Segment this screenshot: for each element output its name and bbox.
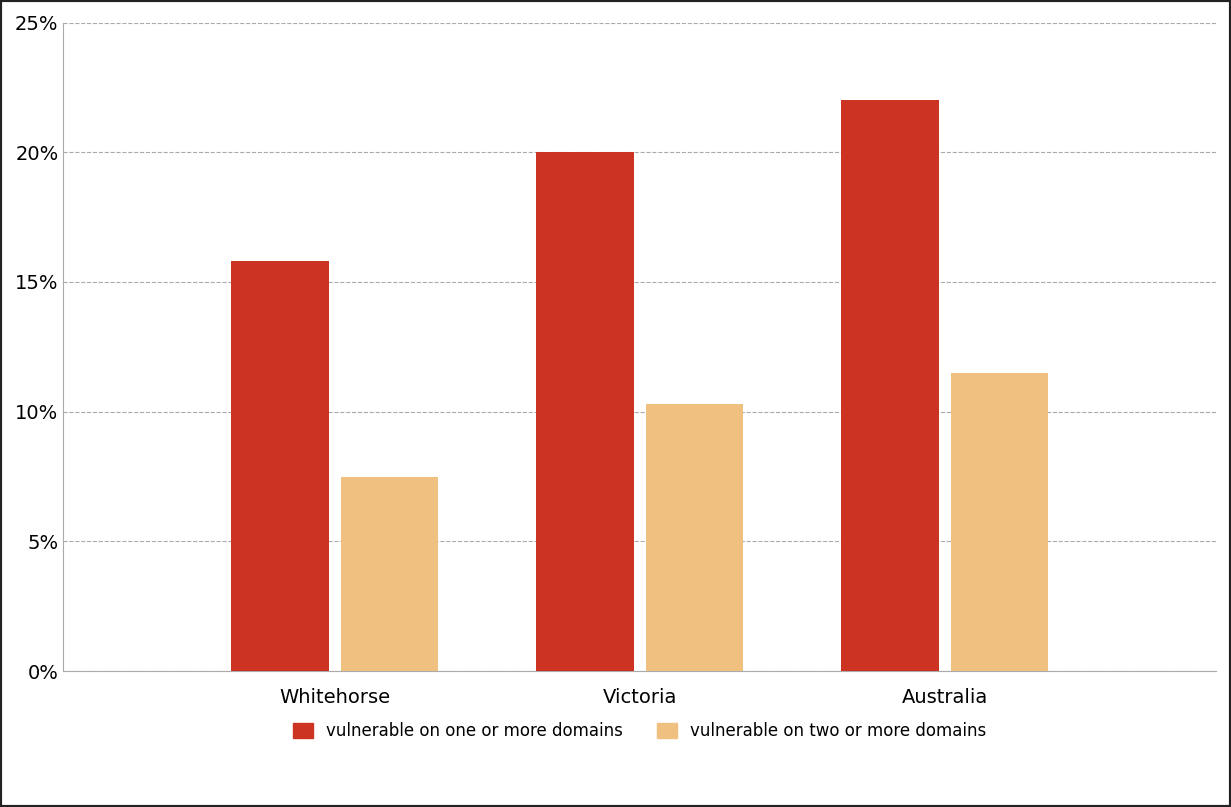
Bar [341, 477, 438, 671]
Bar [950, 373, 1049, 671]
Bar [646, 404, 744, 671]
Bar [841, 100, 938, 671]
Legend: vulnerable on one or more domains, vulnerable on two or more domains: vulnerable on one or more domains, vulne… [287, 716, 993, 747]
Bar [231, 261, 329, 671]
Bar [535, 153, 634, 671]
